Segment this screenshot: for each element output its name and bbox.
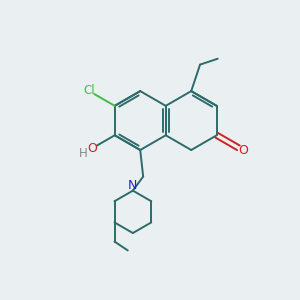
Text: H: H xyxy=(79,147,87,160)
Text: O: O xyxy=(238,144,248,157)
Text: Cl: Cl xyxy=(83,84,94,97)
Text: N: N xyxy=(128,179,137,192)
Text: O: O xyxy=(87,142,97,155)
